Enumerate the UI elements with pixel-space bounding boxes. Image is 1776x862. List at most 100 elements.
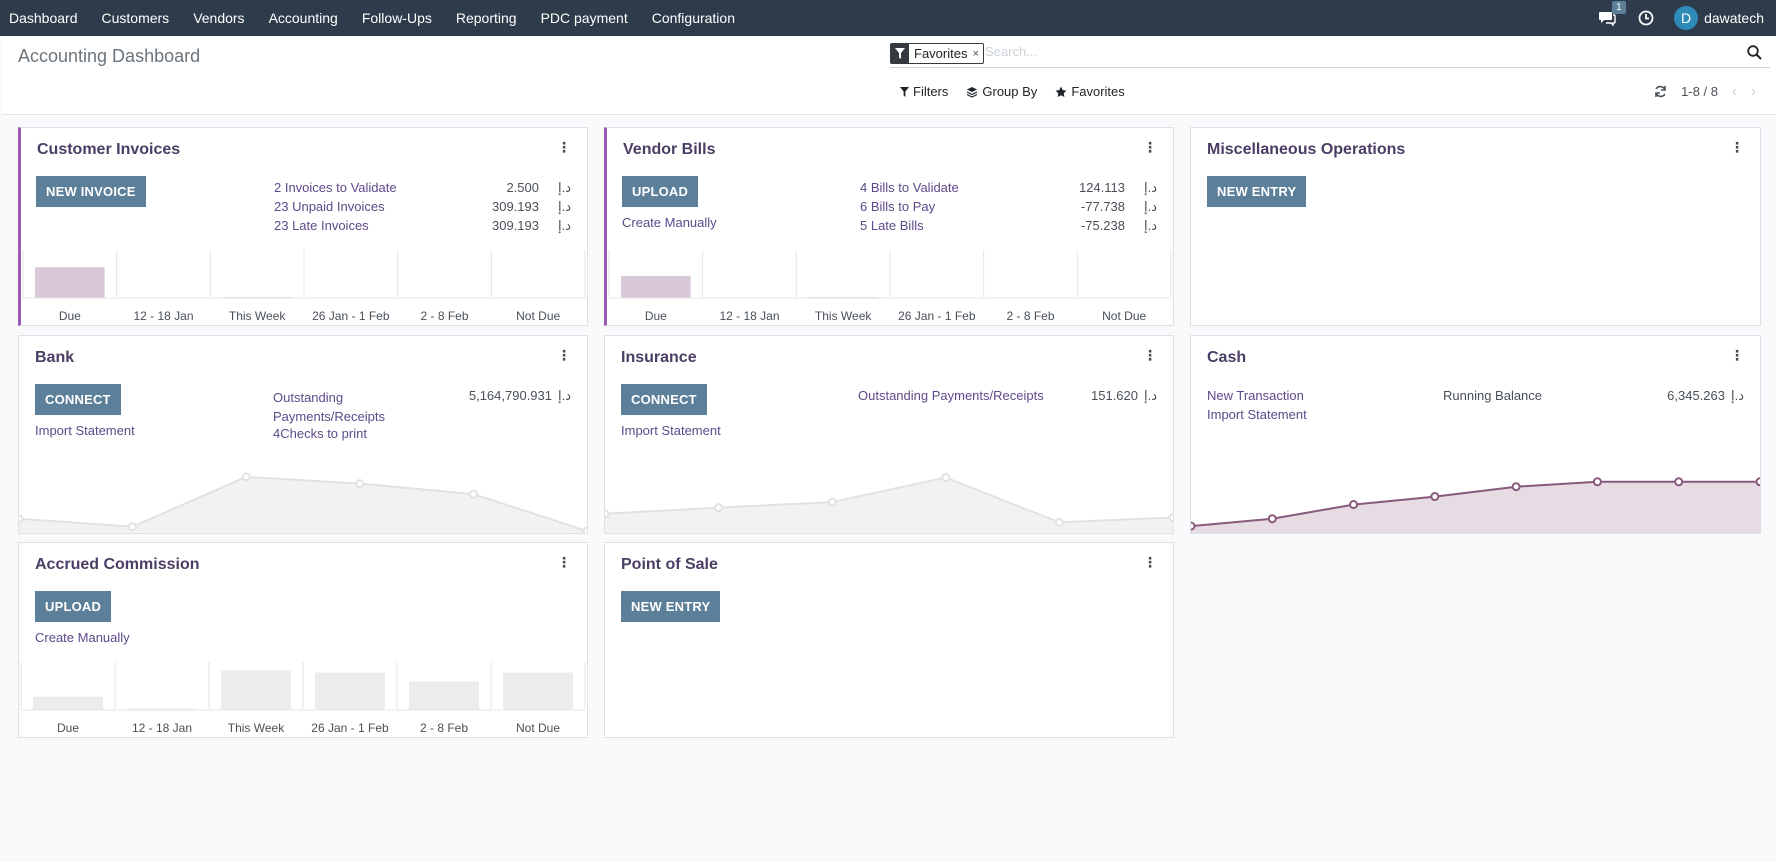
card-menu-icon[interactable]: ⋮ [557, 554, 571, 570]
aging-bar-chart[interactable]: Due 12 - 18 Jan This Week 26 Jan - 1 Feb 2 -… [607, 250, 1173, 325]
currency-symbol: د.إ [1730, 388, 1744, 403]
chart-point [1054, 517, 1064, 527]
connect-button[interactable]: CONNECT [35, 384, 121, 415]
card-title[interactable]: Accrued Commission [35, 556, 200, 573]
chart-point [468, 489, 478, 499]
chat-icon [1599, 12, 1616, 26]
import-statement-link[interactable]: Import Statement [35, 423, 135, 438]
search-input[interactable] [985, 44, 1685, 59]
upload-button[interactable]: UPLOAD [35, 591, 112, 622]
filters-button[interactable]: Filters [900, 84, 948, 99]
chart-point [714, 503, 724, 513]
chart-point [1511, 482, 1521, 492]
clock-icon[interactable] [1638, 10, 1654, 26]
cash-balance-line-chart[interactable] [1191, 458, 1760, 533]
card-title[interactable]: Vendor Bills [623, 141, 716, 158]
late-invoices-link[interactable]: 23 Late Invoices [274, 218, 369, 233]
chart-point [355, 479, 365, 489]
card-menu-icon[interactable]: ⋮ [557, 139, 571, 155]
search-icon[interactable] [1747, 45, 1762, 60]
card-menu-icon[interactable]: ⋮ [1143, 347, 1157, 363]
nav-configuration[interactable]: Configuration [651, 10, 735, 26]
chart-point [941, 472, 951, 482]
refresh-icon[interactable] [1654, 85, 1667, 98]
balance-line-chart[interactable] [19, 458, 587, 533]
nav-pdc-payment[interactable]: PDC payment [540, 10, 628, 26]
chart-x-label: Due [645, 309, 667, 323]
currency-symbol: د.إ [1143, 388, 1157, 403]
chart-area [605, 477, 1173, 533]
aging-bar-chart[interactable]: Due 12 - 18 Jan This Week 26 Jan - 1 Feb 2 -… [19, 662, 587, 737]
card-title[interactable]: Customer Invoices [37, 141, 181, 158]
messages-button[interactable]: 1 [1598, 1, 1626, 26]
card-title[interactable]: Cash [1207, 349, 1247, 366]
checks-to-print-link[interactable]: 4Checks to print [273, 426, 367, 441]
create-manually-link[interactable]: Create Manually [35, 630, 130, 645]
late-bills-link[interactable]: 5 Late Bills [860, 218, 924, 233]
nav-accounting[interactable]: Accounting [268, 10, 338, 26]
nav-dashboard[interactable]: Dashboard [9, 10, 78, 26]
chart-point [827, 497, 837, 507]
unpaid-invoices-amount: 309.193 [492, 199, 539, 214]
aging-bar-chart[interactable]: Due 12 - 18 Jan This Week 26 Jan - 1 Feb 2 -… [21, 250, 587, 325]
messages-count-badge: 1 [1612, 1, 1626, 14]
card-point-of-sale: Point of Sale ⋮ NEW ENTRY [604, 542, 1174, 738]
unpaid-invoices-link[interactable]: 23 Unpaid Invoices [274, 199, 385, 214]
bills-to-pay-link[interactable]: 6 Bills to Pay [860, 199, 936, 214]
card-menu-icon[interactable]: ⋮ [1143, 554, 1157, 570]
card-title[interactable]: Bank [35, 349, 75, 366]
chart-point [1267, 514, 1277, 524]
new-entry-button[interactable]: NEW ENTRY [1207, 176, 1307, 207]
nav-follow-ups[interactable]: Follow-Ups [361, 10, 432, 26]
card-title[interactable]: Point of Sale [621, 556, 718, 573]
card-accrued-commission: Accrued Commission ⋮ UPLOAD Create Manua… [18, 542, 588, 738]
new-invoice-button[interactable]: NEW INVOICE [36, 176, 146, 207]
create-manually-link[interactable]: Create Manually [622, 215, 717, 230]
import-statement-link[interactable]: Import Statement [1207, 407, 1307, 422]
card-menu-icon[interactable]: ⋮ [1143, 139, 1157, 155]
connect-button[interactable]: CONNECT [621, 384, 707, 415]
user-menu[interactable]: D dawatech [1674, 6, 1764, 30]
nav-reporting[interactable]: Reporting [455, 10, 517, 26]
card-menu-icon[interactable]: ⋮ [557, 347, 571, 363]
new-transaction-link[interactable]: New Transaction [1207, 388, 1304, 403]
chart-point [241, 472, 251, 482]
card-menu-icon[interactable]: ⋮ [1730, 347, 1744, 363]
card-title[interactable]: Insurance [621, 349, 697, 366]
currency-symbol: د.إ [557, 199, 571, 214]
group-by-button[interactable]: Group By [966, 84, 1037, 99]
chart-point [1755, 477, 1760, 487]
chart-point [1674, 477, 1684, 487]
outstanding-payments-link[interactable]: Outstanding Payments/Receipts [858, 388, 1044, 403]
chart-line [1191, 480, 1760, 528]
chart-point [1349, 500, 1359, 510]
chart-point [1168, 512, 1173, 522]
favorites-button[interactable]: Favorites [1055, 84, 1125, 99]
nav-vendors[interactable]: Vendors [193, 10, 245, 26]
chart-point [1592, 477, 1602, 487]
user-name: dawatech [1704, 10, 1764, 26]
pager-value[interactable]: 1-8 / 8 [1681, 84, 1718, 99]
bills-to-validate-amount: 124.113 [1078, 180, 1125, 195]
pager-next-icon[interactable]: › [1751, 83, 1756, 100]
chart-point [1430, 492, 1440, 502]
outstanding-payments-link[interactable]: Outstanding Payments/Receipts [273, 390, 385, 424]
chart-x-label: 26 Jan - 1 Feb [898, 309, 976, 323]
nav-customers[interactable]: Customers [101, 10, 170, 26]
bills-to-validate-link[interactable]: 4 Bills to Validate [860, 180, 959, 195]
chart-point [19, 514, 24, 524]
currency-symbol: د.إ [1143, 199, 1157, 214]
chart-point [1191, 521, 1196, 531]
balance-line-chart[interactable] [605, 458, 1173, 533]
search-bar: Favorites × [890, 42, 1770, 68]
pager-previous-icon[interactable]: ‹ [1732, 83, 1737, 100]
card-menu-icon[interactable]: ⋮ [1730, 139, 1744, 155]
invoices-to-validate-link[interactable]: 2 Invoices to Validate [274, 180, 397, 195]
card-title[interactable]: Miscellaneous Operations [1207, 141, 1406, 158]
new-entry-button[interactable]: NEW ENTRY [621, 591, 721, 622]
chart-x-label: Not Due [1102, 309, 1146, 323]
facet-remove-icon[interactable]: × [972, 47, 979, 60]
upload-button[interactable]: UPLOAD [622, 176, 699, 207]
import-statement-link[interactable]: Import Statement [621, 423, 721, 438]
currency-symbol: د.إ [1143, 180, 1157, 195]
